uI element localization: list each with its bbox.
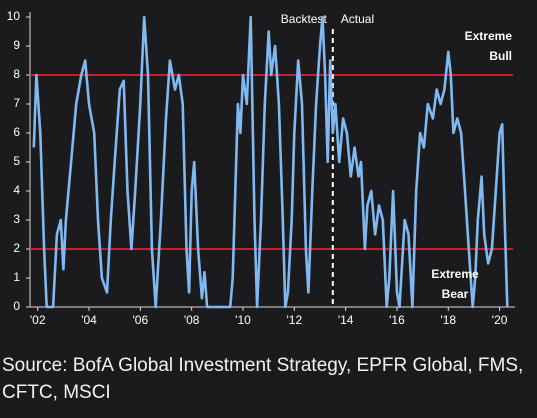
x-tick-label: '04 bbox=[81, 313, 97, 327]
x-tick-label: '16 bbox=[389, 313, 405, 327]
y-tick-label: 3 bbox=[13, 212, 20, 226]
x-tick-label: '08 bbox=[184, 313, 200, 327]
y-tick-label: 4 bbox=[13, 183, 20, 197]
bear-label: Bear bbox=[442, 287, 469, 301]
y-tick-label: 6 bbox=[13, 125, 20, 139]
x-tick-label: '18 bbox=[440, 313, 456, 327]
divider-label: Backtest bbox=[281, 12, 328, 26]
y-tick-label: 10 bbox=[7, 9, 21, 23]
x-tick-label: '06 bbox=[133, 313, 149, 327]
x-tick-label: '14 bbox=[338, 313, 354, 327]
chart: 0 1 2 3 4 5 6 7 8 9 10 '02 '04 '06 '08 '10 '12 '14 '16 '18 '… bbox=[7, 9, 515, 327]
bear-label: Extreme bbox=[431, 267, 479, 281]
bull-label: Extreme bbox=[465, 29, 513, 43]
data-line bbox=[32, 15, 509, 309]
y-tick-label: 8 bbox=[13, 67, 20, 81]
divider-label: Actual bbox=[341, 12, 374, 26]
x-tick-label: '10 bbox=[235, 313, 251, 327]
x-tick-label: '02 bbox=[30, 313, 46, 327]
y-tick-label: 5 bbox=[13, 154, 20, 168]
y-tick-label: 9 bbox=[13, 38, 20, 52]
y-tick-label: 0 bbox=[13, 299, 20, 313]
x-tick-label: '12 bbox=[286, 313, 302, 327]
bull-label: Bull bbox=[489, 49, 512, 63]
y-tick-label: 1 bbox=[13, 270, 20, 284]
x-tick-label: '20 bbox=[492, 313, 508, 327]
source-note: Source: BofA Global Investment Strategy,… bbox=[2, 355, 524, 403]
y-tick-label: 2 bbox=[13, 241, 20, 255]
y-tick-label: 7 bbox=[13, 96, 20, 110]
